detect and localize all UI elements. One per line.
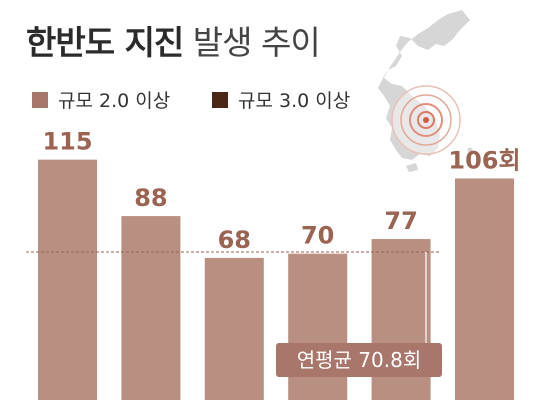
bar-4 bbox=[288, 253, 348, 400]
legend-swatch-m3 bbox=[212, 91, 228, 108]
bar-value-label-2: 88 bbox=[134, 184, 167, 212]
bar-6 bbox=[455, 178, 514, 400]
average-label-box bbox=[276, 343, 442, 377]
korea-map-icon bbox=[378, 10, 473, 172]
legend-label-m2: 규모 2.0 이상 bbox=[58, 90, 171, 112]
bar-value-label-6: 106회 bbox=[448, 146, 520, 174]
legend-label-m3: 규모 3.0 이상 bbox=[238, 90, 351, 112]
legend-swatch-m2 bbox=[32, 91, 48, 108]
legend-item-m3: 규모 3.0 이상 bbox=[212, 86, 350, 113]
average-label: 연평균 70.8회 bbox=[297, 348, 422, 372]
bar-value-label-1: 115 bbox=[42, 128, 92, 156]
bar-3 bbox=[204, 257, 264, 400]
bar-2 bbox=[121, 216, 181, 400]
bar-1 bbox=[38, 159, 97, 400]
title-light: 발생 추이 bbox=[192, 23, 321, 62]
bar-value-label-5: 77 bbox=[384, 207, 417, 235]
bar-value-label-4: 70 bbox=[301, 222, 334, 250]
legend-item-m2: 규모 2.0 이상 bbox=[32, 86, 170, 113]
bar-value-label-3: 68 bbox=[218, 226, 251, 254]
title-bold: 한반도 지진 bbox=[26, 23, 184, 62]
chart-title: 한반도 지진 발생 추이 bbox=[26, 16, 321, 64]
